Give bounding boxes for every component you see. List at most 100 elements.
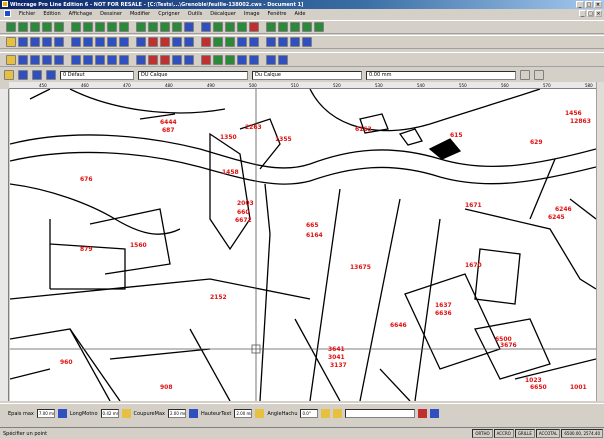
modify-tool-icon[interactable] <box>83 37 93 47</box>
standard-tool-icon[interactable] <box>201 54 211 65</box>
modify-tool-icon[interactable] <box>54 37 64 47</box>
draw-tool-icon[interactable] <box>71 22 81 32</box>
cut-icon[interactable] <box>188 409 198 418</box>
draw-tool-icon[interactable] <box>119 22 129 32</box>
draw-tool-icon[interactable] <box>266 22 276 32</box>
draw-tool-icon[interactable] <box>225 22 235 32</box>
lineweight-select[interactable]: 0.00 mm <box>366 70 516 80</box>
standard-tool-icon[interactable] <box>119 54 129 65</box>
modify-tool-icon[interactable] <box>290 37 300 47</box>
draw-tool-icon[interactable] <box>314 22 324 32</box>
hatch-pattern-select[interactable] <box>345 409 416 418</box>
standard-tool-icon[interactable] <box>83 54 93 65</box>
layer-state-icon[interactable] <box>18 70 28 80</box>
standard-tool-icon[interactable] <box>184 54 194 65</box>
modify-tool-icon[interactable] <box>278 37 288 47</box>
draw-tool-icon[interactable] <box>148 22 158 32</box>
standard-tool-icon[interactable] <box>225 54 235 65</box>
epais-field[interactable]: 7.00 mm <box>36 409 55 418</box>
minimize-button[interactable]: _ <box>576 1 584 8</box>
draw-tool-icon[interactable] <box>42 22 52 32</box>
draw-tool-icon[interactable] <box>302 22 312 32</box>
modify-tool-icon[interactable] <box>42 37 52 47</box>
measure-icon[interactable] <box>121 409 131 418</box>
layer-prev-icon[interactable] <box>46 70 56 80</box>
modify-tool-icon[interactable] <box>184 37 194 47</box>
text-icon[interactable] <box>255 409 265 418</box>
modify-tool-icon[interactable] <box>237 37 247 47</box>
standard-tool-icon[interactable] <box>71 54 81 65</box>
draw-tool-icon[interactable] <box>136 22 146 32</box>
draw-tool-icon[interactable] <box>54 22 64 32</box>
vertical-scrollbar[interactable] <box>596 82 604 401</box>
draw-tool-icon[interactable] <box>18 22 28 32</box>
doc-close-button[interactable]: × <box>595 10 602 17</box>
standard-tool-icon[interactable] <box>266 54 276 65</box>
modify-tool-icon[interactable] <box>71 37 81 47</box>
standard-tool-icon[interactable] <box>30 54 40 65</box>
drawing-canvas[interactable]: 676 6444 687 2263 1350 1355 1458 6163 615 629 1456… <box>10 89 596 401</box>
hatch-icon[interactable] <box>333 409 343 418</box>
draw-tool-icon[interactable] <box>6 22 16 32</box>
modify-tool-icon[interactable] <box>119 37 129 47</box>
snap-toggle[interactable]: ACCRO <box>493 429 514 438</box>
standard-tool-icon[interactable] <box>95 54 105 65</box>
modify-tool-icon[interactable] <box>18 37 28 47</box>
draw-tool-icon[interactable] <box>249 22 259 32</box>
close-button[interactable]: × <box>594 1 602 8</box>
ortho-toggle[interactable]: ORTHO <box>472 429 493 438</box>
menu-image[interactable]: Image <box>243 10 260 17</box>
doc-minimize-button[interactable]: _ <box>579 10 586 17</box>
modify-tool-icon[interactable] <box>6 37 16 47</box>
draw-tool-icon[interactable] <box>30 22 40 32</box>
grid-toggle[interactable]: GRILLE <box>514 429 535 438</box>
standard-tool-icon[interactable] <box>148 54 158 65</box>
menu-fichier[interactable]: Fichier <box>19 10 36 17</box>
modify-tool-icon[interactable] <box>30 37 40 47</box>
layer-manager-icon[interactable] <box>4 70 14 80</box>
modify-tool-icon[interactable] <box>160 37 170 47</box>
draw-tool-icon[interactable] <box>107 22 117 32</box>
coupe-field[interactable]: 2.00 mm <box>167 409 186 418</box>
standard-tool-icon[interactable] <box>278 54 288 65</box>
modify-tool-icon[interactable] <box>107 37 117 47</box>
pick-icon[interactable] <box>418 409 428 418</box>
modify-tool-icon[interactable] <box>148 37 158 47</box>
modify-tool-icon[interactable] <box>201 37 211 47</box>
long-field[interactable]: 0.42 mm <box>100 409 119 418</box>
standard-tool-icon[interactable] <box>107 54 117 65</box>
standard-tool-icon[interactable] <box>213 54 223 65</box>
pen-icon[interactable] <box>57 409 67 418</box>
standard-tool-icon[interactable] <box>160 54 170 65</box>
menu-decalquer[interactable]: Décalquer <box>210 10 236 17</box>
menu-affichage[interactable]: Affichage <box>68 10 93 17</box>
linetype-select[interactable]: Du Calque <box>252 70 362 80</box>
draw-tool-icon[interactable] <box>237 22 247 32</box>
standard-tool-icon[interactable] <box>54 54 64 65</box>
layer-select[interactable]: 0 Défaut <box>60 70 134 80</box>
standard-tool-icon[interactable] <box>6 54 16 65</box>
maximize-button[interactable]: □ <box>585 1 593 8</box>
standard-tool-icon[interactable] <box>136 54 146 65</box>
modify-tool-icon[interactable] <box>249 37 259 47</box>
properties-icon[interactable] <box>520 70 530 80</box>
menu-modifier[interactable]: Modifier <box>129 10 151 17</box>
standard-tool-icon[interactable] <box>172 54 182 65</box>
draw-tool-icon[interactable] <box>201 22 211 32</box>
modify-tool-icon[interactable] <box>95 37 105 47</box>
modify-tool-icon[interactable] <box>213 37 223 47</box>
haut-field[interactable]: 2.00 mm <box>234 409 253 418</box>
modify-tool-icon[interactable] <box>172 37 182 47</box>
color-select[interactable]: DU Calque <box>138 70 248 80</box>
standard-tool-icon[interactable] <box>42 54 52 65</box>
zoom-icon[interactable] <box>430 409 440 418</box>
draw-tool-icon[interactable] <box>95 22 105 32</box>
menu-edition[interactable]: Edition <box>43 10 61 17</box>
match-props-icon[interactable] <box>534 70 544 80</box>
modify-tool-icon[interactable] <box>266 37 276 47</box>
angle-icon[interactable] <box>321 409 331 418</box>
modify-tool-icon[interactable] <box>225 37 235 47</box>
menu-dessiner[interactable]: Dessiner <box>100 10 122 17</box>
doc-restore-button[interactable]: □ <box>587 10 594 17</box>
draw-tool-icon[interactable] <box>172 22 182 32</box>
